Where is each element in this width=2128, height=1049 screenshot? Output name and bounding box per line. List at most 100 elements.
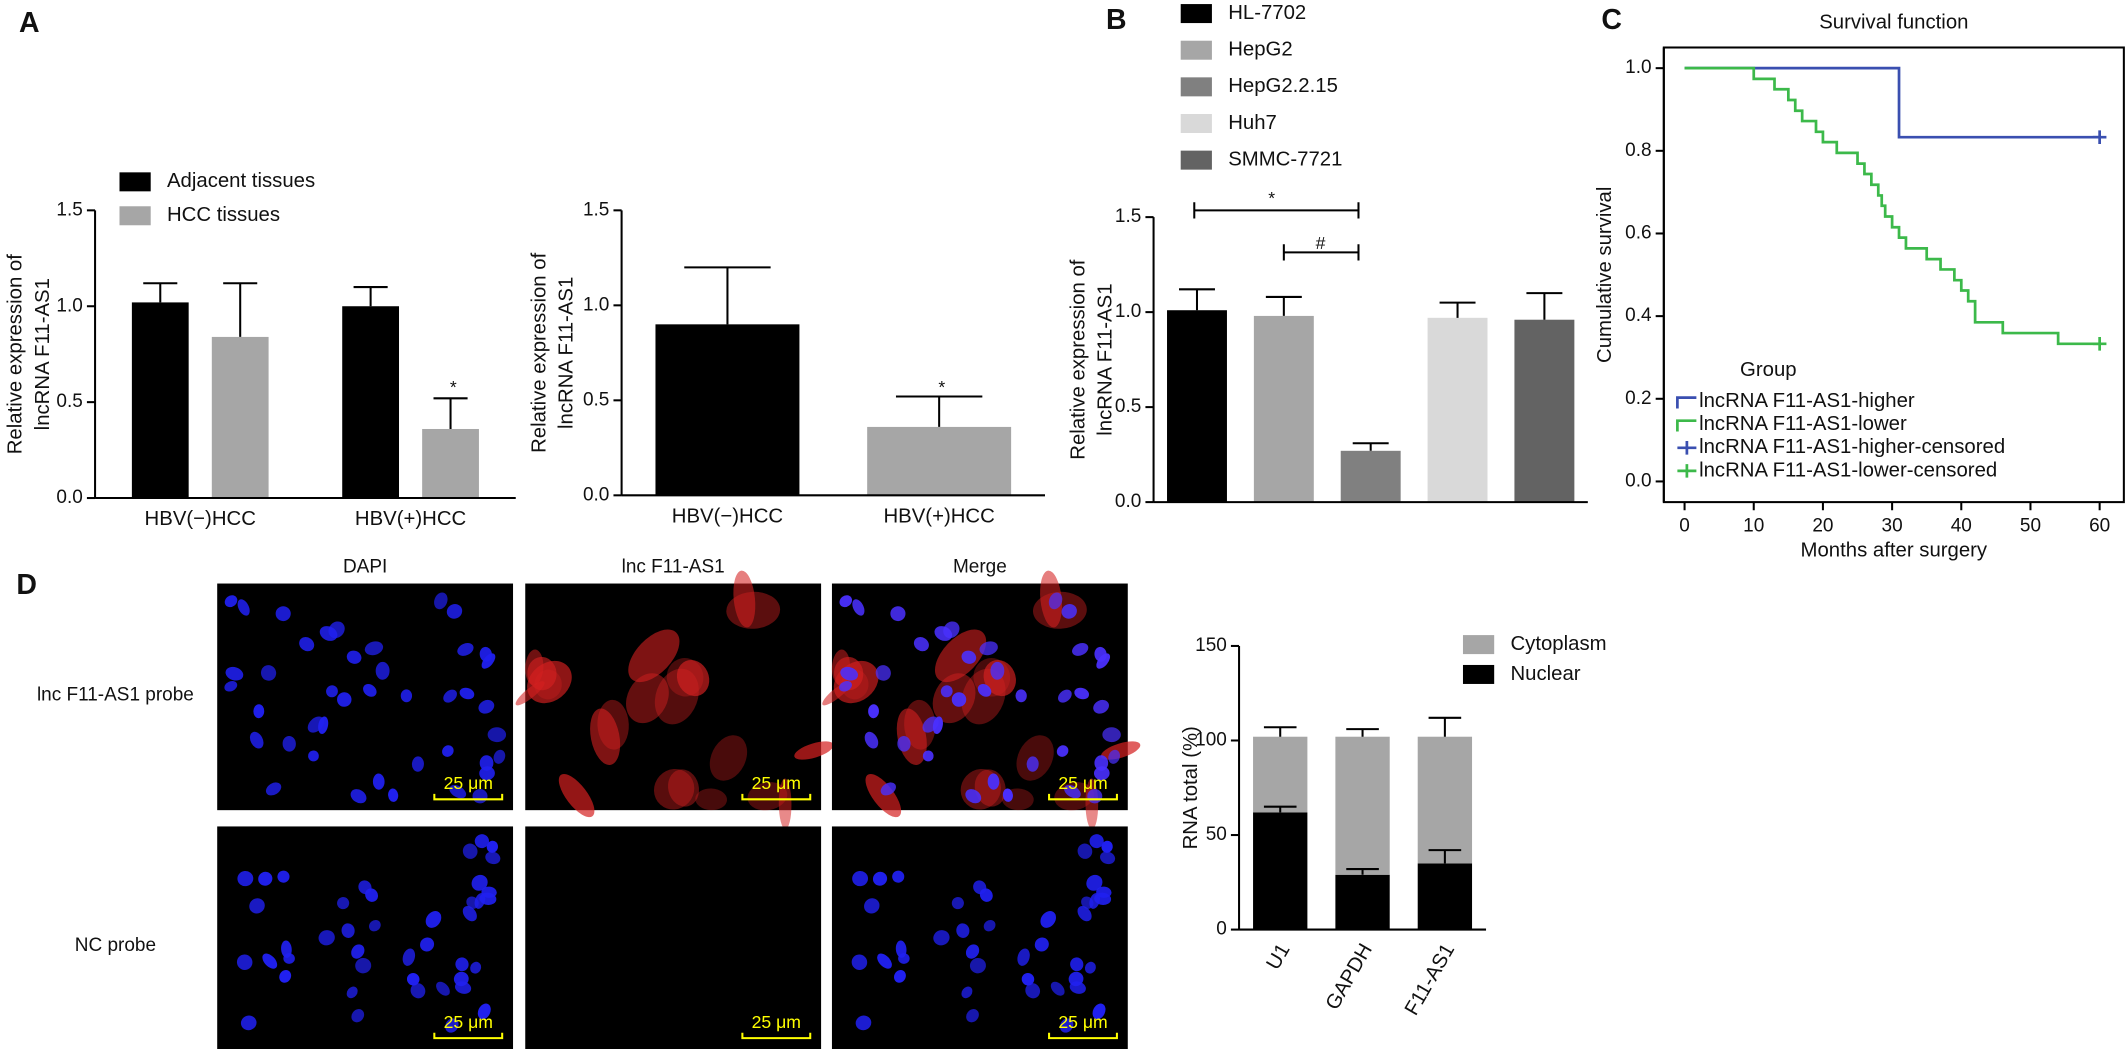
nucleus-stain — [913, 637, 929, 652]
bar — [1253, 812, 1308, 930]
y-tick-label: 150 — [1195, 635, 1227, 656]
nucleus-stain — [337, 897, 350, 910]
x-tick-label: HBV(+)HCC — [355, 508, 466, 530]
nucleus-stain — [365, 888, 379, 902]
y-tick-label: 0.0 — [1115, 491, 1141, 512]
legend-icon — [1677, 441, 1697, 455]
nucleus-stain — [434, 592, 448, 610]
cytoplasm-stain — [668, 769, 700, 807]
y-tick-label: 0.0 — [1625, 470, 1651, 491]
nucleus-stain — [478, 699, 495, 714]
nucleus-stain — [1058, 689, 1072, 703]
x-tick-label: HBV(−)HCC — [672, 505, 783, 527]
nucleus-stain — [249, 731, 264, 749]
scale-bar — [1048, 793, 1118, 801]
legend-label: HepG2 — [1228, 39, 1292, 61]
cytoplasm-stain — [1032, 591, 1087, 629]
y-tick-label: 0.8 — [1625, 140, 1651, 161]
nucleus-stain — [479, 646, 492, 662]
column-heading: Merge — [953, 556, 1007, 577]
nucleus-stain — [1048, 592, 1063, 610]
nucleus-stain — [355, 957, 372, 974]
nucleus-stain — [225, 666, 244, 681]
nucleus-stain — [260, 665, 277, 681]
nucleus-stain — [1034, 937, 1049, 952]
nucleus-stain — [961, 986, 973, 999]
legend-label: HL-7702 — [1228, 2, 1306, 24]
legend-swatch — [1462, 635, 1495, 655]
bar — [1427, 317, 1488, 503]
y-tick-label: 0.5 — [1115, 396, 1141, 417]
nucleus-stain — [364, 641, 384, 656]
nucleus-stain — [479, 766, 495, 781]
nucleus-stain — [1072, 643, 1089, 656]
y-tick-label: 1.0 — [56, 295, 82, 316]
legend-swatch — [1180, 40, 1212, 60]
x-tick-label: 60 — [2089, 516, 2110, 537]
cytoplasm-stain — [794, 741, 834, 760]
micrograph-background — [525, 583, 822, 811]
y-axis-title: lncRNA F11-AS1 — [556, 277, 578, 429]
y-tick-label: 0 — [1216, 919, 1227, 940]
nucleus-stain — [346, 986, 358, 999]
nucleus-stain — [969, 957, 986, 974]
bar — [867, 426, 1012, 496]
censor-marker — [2092, 130, 2107, 144]
nucleus-stain — [262, 953, 278, 969]
nucleus-stain — [1064, 785, 1081, 799]
micrograph: 25 μm — [217, 583, 514, 811]
cytoplasm-stain — [778, 778, 792, 830]
legend-label: HepG2.2.15 — [1228, 75, 1338, 97]
x-tick-label: 20 — [1812, 516, 1833, 537]
bar — [211, 336, 269, 499]
nucleus-stain — [236, 954, 253, 970]
nucleus-stain — [459, 687, 475, 700]
nucleus-stain — [346, 650, 362, 664]
row-label: lnc F11-AS1 probe — [37, 685, 194, 706]
legend-label: Nuclear — [1510, 663, 1580, 685]
nucleus-stain — [318, 716, 329, 734]
micrograph: 25 μm — [525, 826, 822, 1049]
nucleus-stain — [979, 888, 993, 902]
nucleus-stain — [1084, 961, 1096, 974]
nucleus-stain — [282, 735, 296, 752]
nucleus-stain — [851, 954, 868, 970]
y-axis-title: lncRNA F11-AS1 — [1094, 283, 1116, 435]
legend-label: Cytoplasm — [1510, 633, 1606, 655]
scale-bar-label: 25 μm — [752, 773, 801, 793]
nucleus-stain — [326, 685, 338, 698]
chart-title: Survival function — [1819, 11, 1968, 33]
cytoplasm-stain — [666, 658, 704, 697]
error-bar — [1352, 442, 1389, 451]
y-tick-label: 1.0 — [1115, 301, 1141, 322]
legend-label: lncRNA F11-AS1-lower-censored — [1699, 459, 1997, 481]
cytoplasm-stain — [590, 708, 621, 765]
error-bar — [1439, 301, 1476, 318]
x-tick-label: F11-AS1 — [1401, 940, 1459, 1019]
nucleus-stain — [951, 692, 967, 707]
nucleus-stain — [474, 834, 489, 849]
cytoplasm-stain — [865, 773, 902, 818]
legend-swatch — [1180, 113, 1212, 133]
nucleus-stain — [446, 604, 463, 619]
nucleus-stain — [372, 773, 385, 790]
column-heading: DAPI — [343, 556, 387, 577]
legend-title: Group — [1740, 359, 1797, 381]
nucleus-stain — [308, 750, 319, 762]
nucleus-stain — [940, 685, 953, 698]
error-bar — [353, 286, 388, 307]
legend-swatch — [1180, 77, 1212, 97]
y-tick-label: 0.6 — [1625, 222, 1651, 243]
bar — [422, 428, 479, 499]
nucleus-stain — [1002, 788, 1013, 802]
nucleus-stain — [351, 944, 365, 959]
annotation: * — [938, 377, 945, 397]
nucleus-stain — [839, 595, 853, 608]
significance-bracket — [1193, 202, 1360, 219]
nucleus-stain — [299, 637, 315, 652]
legend-label: Adjacent tissues — [167, 170, 315, 192]
nucleus-stain — [1056, 745, 1069, 757]
legend-icon — [1677, 464, 1697, 478]
nucleus-stain — [855, 1015, 872, 1031]
